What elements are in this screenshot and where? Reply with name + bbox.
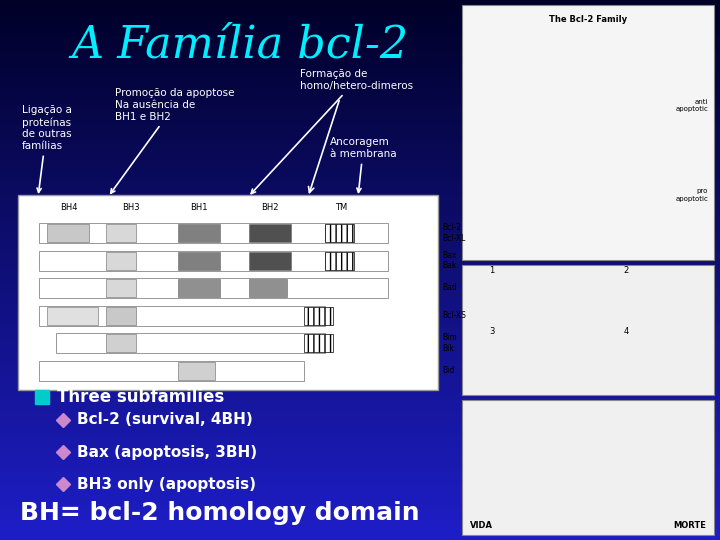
Text: Bcl-XS: Bcl-XS	[442, 311, 466, 320]
Bar	[107, 334, 135, 352]
Text: 1: 1	[490, 266, 495, 275]
Bar	[304, 307, 333, 325]
Text: Bax (apoptosis, 3BH): Bax (apoptosis, 3BH)	[77, 444, 257, 460]
Text: BH4: BH4	[60, 202, 77, 212]
Bar	[462, 265, 714, 395]
Text: TM: TM	[336, 202, 348, 212]
Text: anti
apoptotic: anti apoptotic	[675, 98, 708, 111]
Bar	[107, 279, 135, 297]
Bar	[39, 361, 304, 381]
Text: 3: 3	[490, 327, 495, 336]
Bar	[56, 333, 325, 353]
Text: Formação de
homo/hetero-dimeros: Formação de homo/hetero-dimeros	[251, 69, 413, 194]
Text: BH3 only (apoptosis): BH3 only (apoptosis)	[77, 476, 256, 491]
Bar	[107, 307, 135, 325]
Bar	[325, 224, 354, 242]
Bar	[462, 400, 714, 535]
Text: Bim
Bik: Bim Bik	[442, 333, 456, 353]
Text: BH= bcl-2 homology domain: BH= bcl-2 homology domain	[20, 501, 420, 525]
Text: BH3: BH3	[122, 202, 140, 212]
Bar	[249, 252, 291, 269]
Text: BH1: BH1	[190, 202, 207, 212]
Text: Bad: Bad	[442, 284, 456, 293]
Text: pro
apoptotic: pro apoptotic	[675, 188, 708, 201]
Text: Ligação a
proteínas
de outras
famílias: Ligação a proteínas de outras famílias	[22, 105, 72, 192]
Bar	[462, 5, 714, 260]
Text: Bid: Bid	[442, 366, 454, 375]
Bar	[39, 223, 387, 243]
Text: Bcl-2
Bcl-XL: Bcl-2 Bcl-XL	[442, 224, 465, 242]
Text: BH2: BH2	[261, 202, 279, 212]
Text: 4: 4	[624, 327, 629, 336]
Bar	[18, 195, 438, 390]
Bar	[325, 252, 354, 269]
Text: The Bcl-2 Family: The Bcl-2 Family	[549, 15, 627, 24]
Text: MORTE: MORTE	[673, 521, 706, 530]
Text: Bcl-2 (survival, 4BH): Bcl-2 (survival, 4BH)	[77, 413, 253, 428]
Text: Bax
Bak: Bax Bak	[442, 251, 456, 270]
Text: A Família bcl-2: A Família bcl-2	[71, 23, 409, 66]
Bar	[107, 224, 135, 242]
Text: Three subfamilies: Three subfamilies	[57, 388, 224, 406]
Bar	[249, 279, 287, 297]
Bar	[178, 279, 220, 297]
Text: Ancoragem
à membrana: Ancoragem à membrana	[330, 137, 397, 192]
Bar	[178, 361, 215, 380]
Bar	[39, 251, 387, 271]
Bar	[178, 224, 220, 242]
Text: 2: 2	[624, 266, 629, 275]
Bar	[48, 307, 98, 325]
Text: Promoção da apoptose
Na ausência de
BH1 e BH2: Promoção da apoptose Na ausência de BH1 …	[111, 89, 235, 193]
Bar	[39, 306, 325, 326]
Bar	[35, 390, 49, 404]
Bar	[48, 224, 89, 242]
Bar	[39, 278, 387, 298]
Text: VIDA: VIDA	[470, 521, 493, 530]
Bar	[178, 252, 220, 269]
Bar	[249, 224, 291, 242]
Bar	[304, 334, 333, 352]
Bar	[107, 252, 135, 269]
